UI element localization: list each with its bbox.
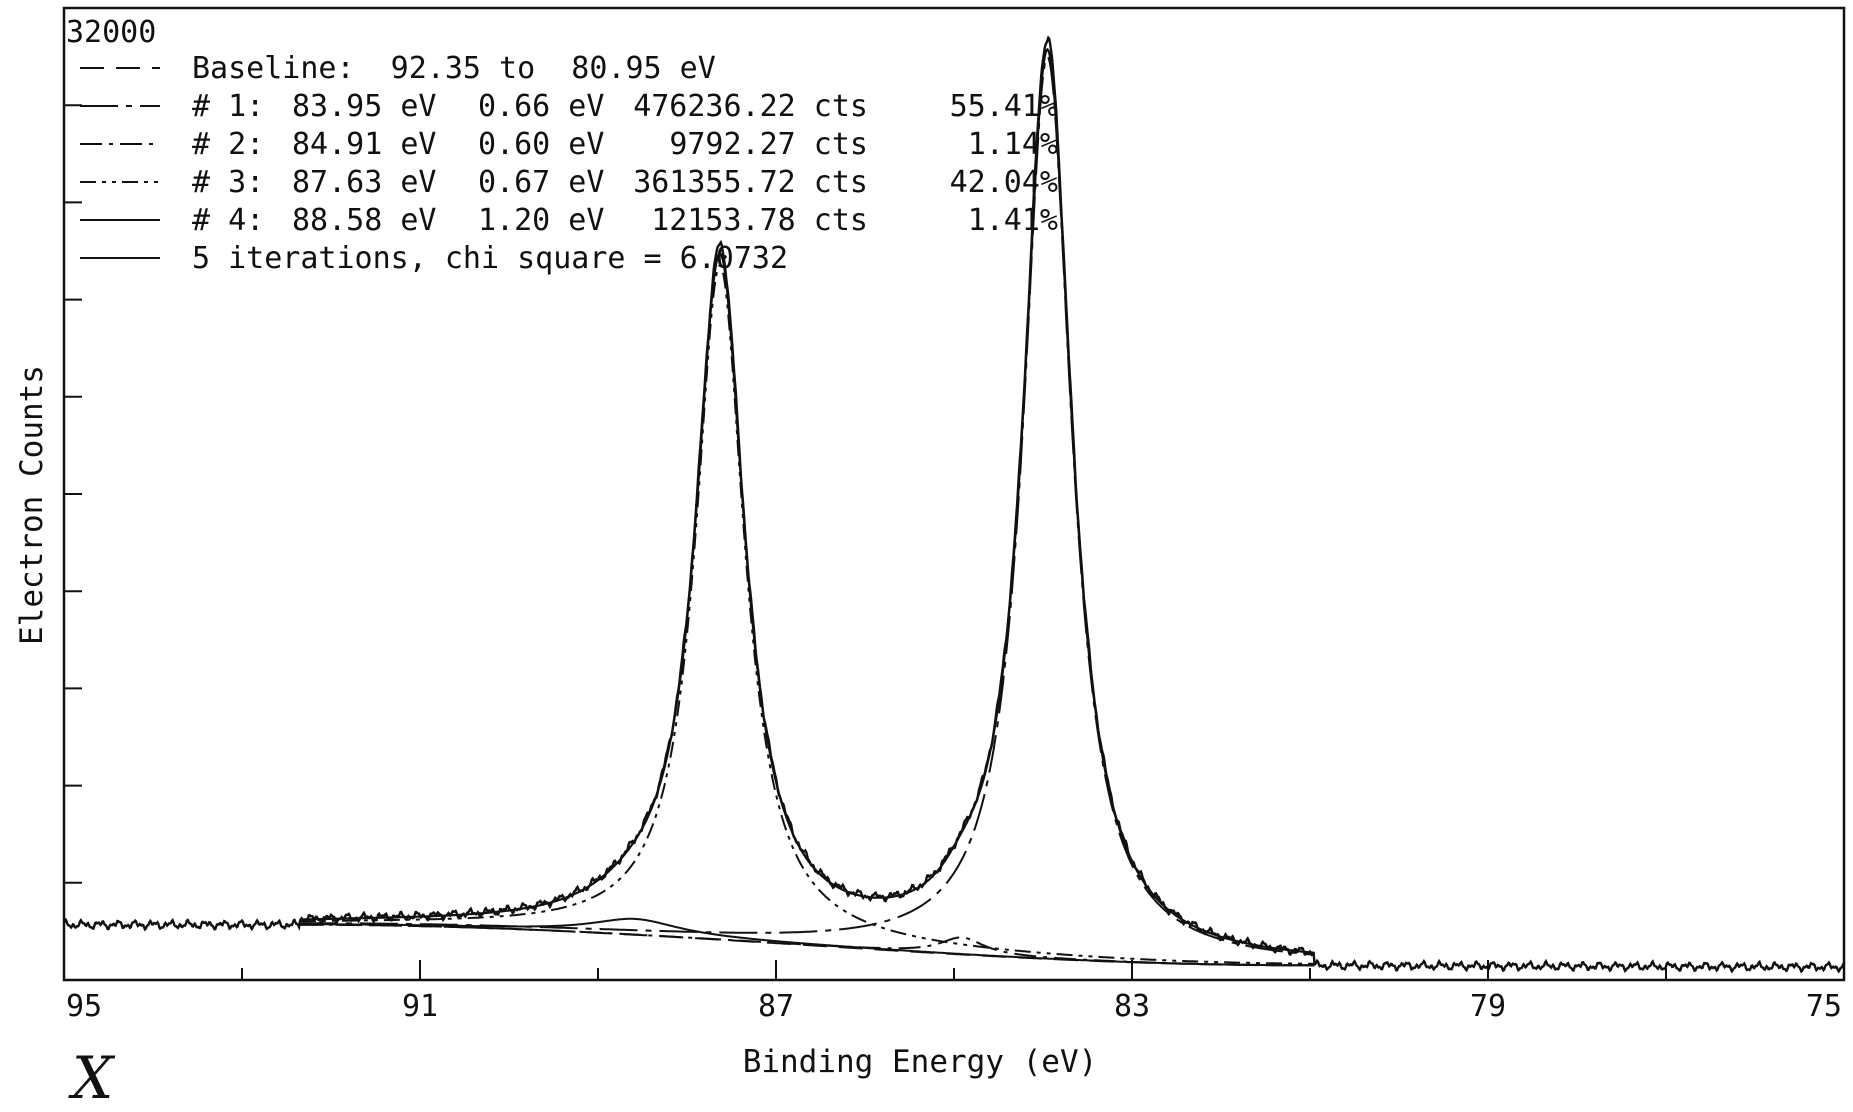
legend-peak-position: 84.91 eV bbox=[292, 127, 437, 162]
measured-data-curve bbox=[62, 35, 1845, 974]
legend-text: Baseline: 92.35 to 80.95 eV bbox=[192, 51, 716, 86]
x-tick-label: 87 bbox=[758, 989, 794, 1024]
legend-peak-number: # 3: bbox=[192, 165, 264, 200]
x-tick-label: 91 bbox=[402, 989, 438, 1024]
legend-peak-fwhm: 0.66 eV bbox=[478, 89, 604, 124]
legend-text: 5 iterations, chi square = 6.0732 bbox=[192, 241, 788, 276]
legend-peak-number: # 1: bbox=[192, 89, 264, 124]
x-ticks: 95 91 87 83 79 75 bbox=[63, 960, 1845, 1024]
legend-peak-fwhm: 1.20 eV bbox=[478, 203, 604, 238]
x-tick-label: 79 bbox=[1470, 989, 1506, 1024]
legend-peak-position: 87.63 eV bbox=[292, 165, 437, 200]
legend-peak-number: # 2: bbox=[192, 127, 264, 162]
legend: Baseline: 92.35 to 80.95 eV# 1: 83.95 eV 0… bbox=[80, 51, 1058, 276]
x-tick-label: 95 bbox=[66, 989, 102, 1024]
x-tick-label: 75 bbox=[1806, 989, 1842, 1024]
legend-peak-fwhm: 0.60 eV bbox=[478, 127, 604, 162]
legend-peak-area: 476236.22 cts bbox=[633, 89, 868, 124]
legend-peak-area: 361355.72 cts bbox=[633, 165, 868, 200]
y-axis-label: Electron Counts bbox=[14, 365, 50, 645]
x-axis-label: Binding Energy (eV) bbox=[743, 1044, 1098, 1080]
y-ticks bbox=[64, 104, 82, 884]
component-peak-4 bbox=[299, 917, 1315, 967]
handwritten-chi-mark: X bbox=[68, 1044, 116, 1112]
curves bbox=[62, 35, 1845, 974]
component-peak-3 bbox=[299, 264, 1315, 965]
legend-peak-percent: 1.41% bbox=[968, 203, 1058, 238]
x-tick-label: 83 bbox=[1114, 989, 1150, 1024]
legend-peak-number: # 4: bbox=[192, 203, 264, 238]
legend-peak-position: 83.95 eV bbox=[292, 89, 437, 124]
legend-peak-area: 9792.27 cts bbox=[669, 127, 868, 162]
legend-peak-fwhm: 0.67 eV bbox=[478, 165, 604, 200]
legend-peak-percent: 42.04% bbox=[950, 165, 1058, 200]
legend-peak-area: 12153.78 cts bbox=[651, 203, 868, 238]
legend-peak-percent: 1.14% bbox=[968, 127, 1058, 162]
legend-peak-position: 88.58 eV bbox=[292, 203, 437, 238]
y-max-label: 32000 bbox=[66, 15, 156, 50]
